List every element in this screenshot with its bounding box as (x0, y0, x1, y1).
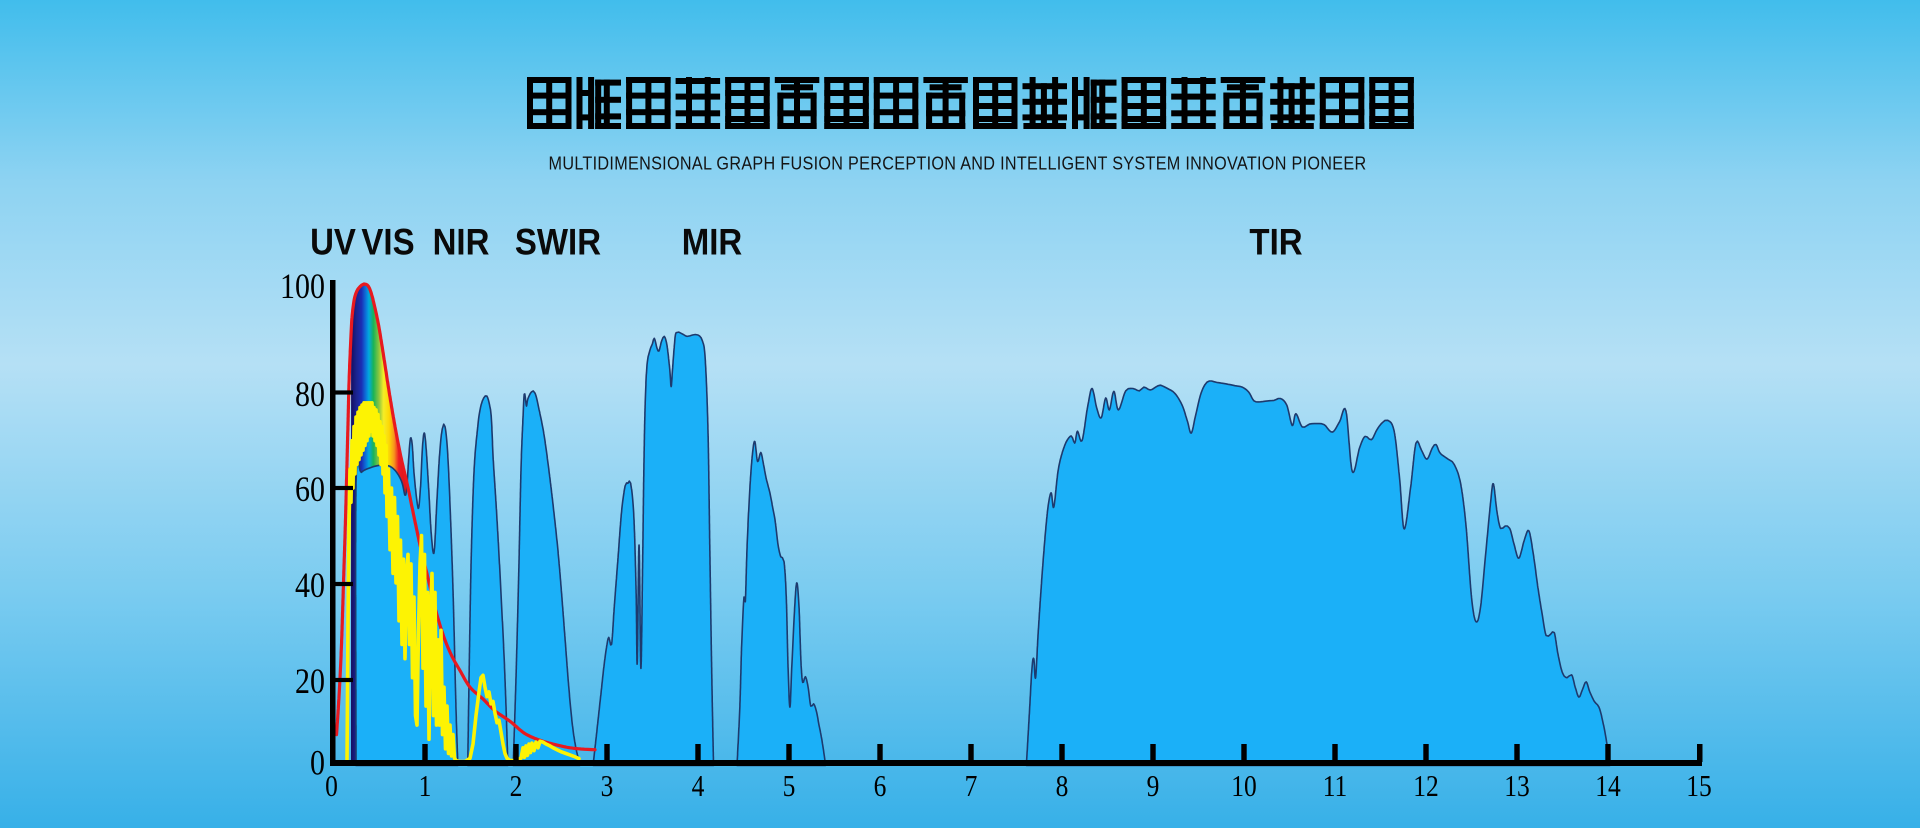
svg-text:0: 0 (325, 770, 338, 804)
svg-text:2: 2 (510, 770, 523, 804)
svg-text:20: 20 (295, 661, 325, 701)
svg-text:VIS: VIS (361, 222, 414, 263)
svg-text:NIR: NIR (433, 222, 490, 263)
svg-text:15: 15 (1686, 770, 1711, 804)
svg-text:TIR: TIR (1249, 222, 1302, 263)
svg-text:9: 9 (1147, 770, 1160, 804)
svg-text:1: 1 (419, 770, 432, 804)
svg-text:4: 4 (692, 770, 705, 804)
svg-text:6: 6 (874, 770, 887, 804)
svg-text:60: 60 (295, 469, 325, 509)
svg-text:40: 40 (295, 565, 325, 605)
svg-text:8: 8 (1056, 770, 1069, 804)
svg-text:11: 11 (1323, 770, 1348, 804)
svg-text:12: 12 (1413, 770, 1438, 804)
svg-text:7: 7 (965, 770, 978, 804)
svg-text:10: 10 (1231, 770, 1256, 804)
svg-text:13: 13 (1504, 770, 1529, 804)
svg-text:5: 5 (783, 770, 796, 804)
svg-text:80: 80 (295, 374, 325, 414)
svg-text:14: 14 (1595, 770, 1620, 804)
svg-text:MIR: MIR (682, 222, 742, 263)
svg-text:3: 3 (601, 770, 614, 804)
svg-text:SWIR: SWIR (515, 222, 601, 263)
svg-text:100: 100 (280, 266, 325, 306)
svg-text:UV: UV (310, 222, 356, 263)
svg-text:0: 0 (310, 743, 325, 783)
